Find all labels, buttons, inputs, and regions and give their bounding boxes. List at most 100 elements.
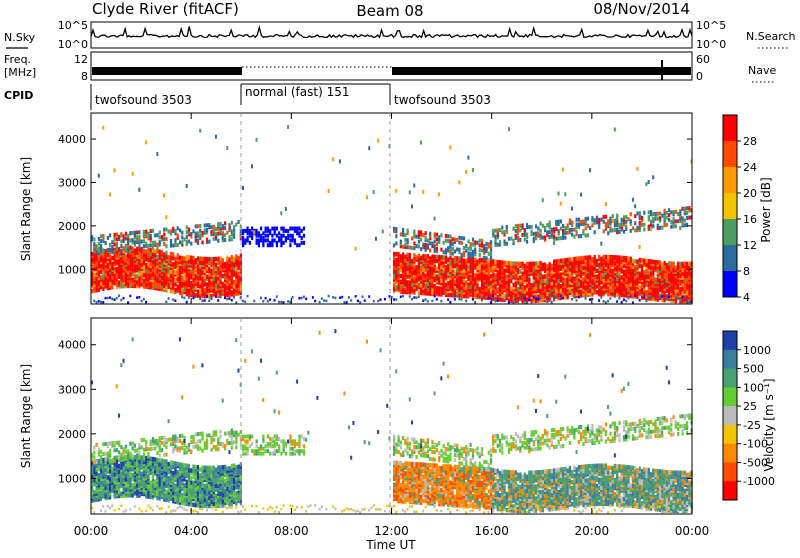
power-cell — [132, 278, 134, 283]
power-cell — [168, 255, 170, 260]
power-cell — [109, 296, 111, 299]
power-cell — [136, 235, 138, 239]
power-cell — [271, 227, 273, 231]
velocity-cell — [145, 468, 147, 473]
power-cell — [657, 217, 659, 221]
power-cell — [114, 242, 116, 246]
power-cell — [217, 276, 219, 281]
power-cell — [524, 297, 526, 300]
power-cell — [249, 229, 251, 233]
power-cell — [434, 240, 436, 244]
velocity-cell — [141, 471, 143, 476]
power-cell — [659, 266, 661, 271]
power-cell — [657, 278, 659, 283]
power-cell — [134, 276, 136, 281]
power-cell — [186, 255, 188, 260]
power-cell — [402, 228, 404, 232]
power-cell — [585, 256, 587, 261]
power-cell — [661, 270, 663, 275]
velocity-cell — [107, 489, 109, 494]
power-cell — [686, 301, 688, 304]
power-cell — [659, 278, 661, 283]
power-cell — [666, 275, 668, 280]
velocity-cell — [100, 509, 102, 512]
power-cell — [425, 231, 427, 235]
power-cell — [145, 140, 147, 144]
power-cell — [420, 291, 422, 296]
power-cell — [479, 296, 481, 299]
power-cell — [258, 238, 260, 242]
power-cell — [549, 221, 551, 225]
nsky-trace — [91, 27, 692, 38]
power-cell — [560, 236, 562, 240]
power-cell — [132, 238, 134, 242]
power-cell — [501, 260, 503, 265]
power-cell — [675, 289, 677, 294]
power-cell — [494, 260, 496, 265]
power-cell — [434, 295, 436, 298]
power-cell — [134, 268, 136, 273]
power-cell — [141, 270, 143, 275]
power-cell — [181, 231, 183, 235]
power-cell — [181, 235, 183, 239]
power-cell — [488, 272, 490, 277]
power-cell — [535, 297, 537, 300]
power-cell — [474, 248, 476, 252]
power-colorbar-tick-4: 12 — [743, 239, 757, 252]
power-cell — [614, 295, 616, 298]
power-cell — [98, 246, 100, 250]
power-cell — [172, 243, 174, 247]
power-cell — [661, 214, 663, 218]
power-cell — [490, 288, 492, 293]
power-cell — [416, 265, 418, 270]
power-cell — [213, 282, 215, 287]
power-ytick-2: 3000 — [58, 176, 86, 189]
velocity-cell — [102, 505, 104, 508]
power-cell — [639, 245, 641, 249]
power-cell — [661, 295, 663, 298]
nsky-tick-top: 10^5 — [58, 19, 88, 32]
power-cell — [192, 256, 194, 261]
power-cell — [183, 276, 185, 281]
power-cell — [558, 273, 560, 278]
power-cell — [436, 298, 438, 301]
power-cell — [634, 265, 636, 270]
velocity-cell — [114, 462, 116, 467]
power-cell — [407, 238, 409, 242]
power-cell — [109, 233, 111, 237]
power-cell — [192, 269, 194, 274]
power-cell — [186, 184, 188, 188]
power-cell — [470, 263, 472, 268]
power-cell — [578, 222, 580, 226]
power-cell — [600, 290, 602, 295]
power-cell — [280, 234, 282, 238]
power-cell — [208, 240, 210, 244]
velocity-cell — [114, 509, 116, 512]
power-cell — [102, 301, 104, 304]
power-cell — [634, 228, 636, 232]
power-cell — [546, 292, 548, 297]
power-cell — [440, 300, 442, 303]
velocity-cell — [134, 505, 136, 508]
power-cell — [398, 276, 400, 281]
power-cell — [231, 255, 233, 259]
power-cell — [621, 281, 623, 286]
power-cell — [163, 237, 165, 241]
power-cell — [228, 257, 230, 262]
power-cell — [404, 243, 406, 247]
velocity-cell — [100, 468, 102, 473]
cpid-segment-2: normal (fast) 151 — [245, 85, 349, 99]
power-cell — [555, 263, 557, 268]
power-cell — [244, 229, 246, 233]
freq-band-2 — [392, 67, 691, 75]
power-cell — [524, 269, 526, 274]
power-cell — [425, 243, 427, 247]
power-cell — [675, 224, 677, 228]
power-cell — [181, 240, 183, 244]
power-cell — [666, 216, 668, 220]
power-cell — [603, 266, 605, 271]
power-cell — [533, 237, 535, 241]
power-cell — [440, 248, 442, 252]
velocity-cell — [123, 359, 125, 363]
power-cell — [125, 254, 127, 258]
